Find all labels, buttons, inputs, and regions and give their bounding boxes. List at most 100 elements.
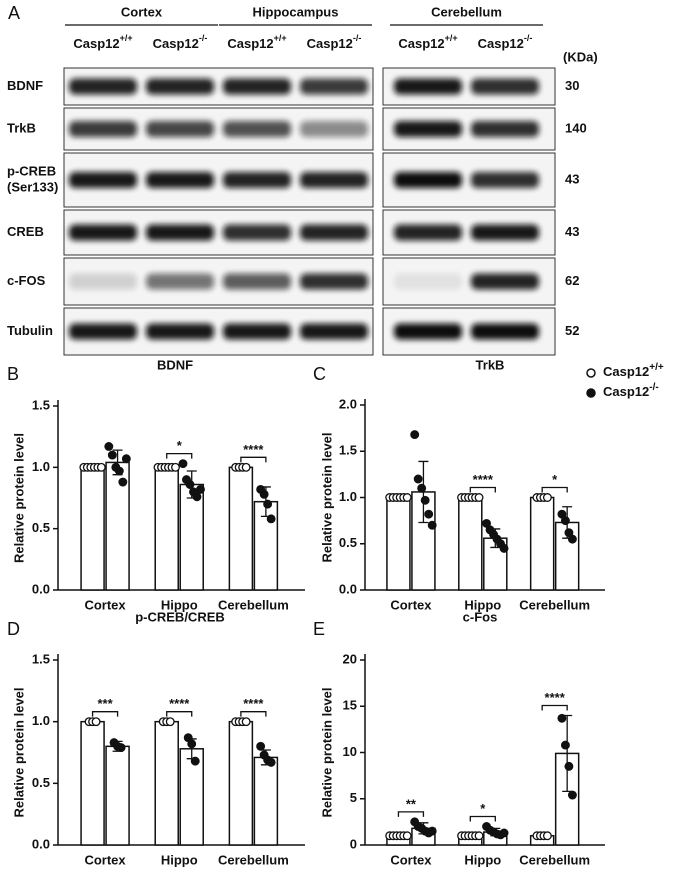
x-tick-label: Cerebellum xyxy=(519,852,590,867)
data-point xyxy=(266,514,276,524)
data-point xyxy=(114,466,124,476)
data-point xyxy=(474,831,484,841)
x-tick-label: Cortex xyxy=(390,852,432,867)
data-point xyxy=(96,462,106,472)
y-tick-label: 0.0 xyxy=(32,581,50,596)
band xyxy=(471,121,539,137)
y-tick-label: 0.5 xyxy=(339,535,357,550)
sig-label: **** xyxy=(243,442,264,457)
bar xyxy=(253,756,279,846)
data-point xyxy=(402,831,412,841)
row-label: Tubulin xyxy=(7,323,53,338)
band xyxy=(223,172,291,188)
x-tick-label: Cortex xyxy=(390,597,432,612)
band xyxy=(471,273,539,290)
bar xyxy=(80,466,105,591)
band xyxy=(146,78,214,95)
x-tick-label: Cortex xyxy=(84,852,126,867)
band xyxy=(300,121,368,137)
band xyxy=(300,78,368,95)
group-label: Cerebellum xyxy=(431,4,502,19)
y-axis-label: Relative protein level xyxy=(319,432,334,562)
band xyxy=(146,224,214,241)
bar xyxy=(154,466,179,591)
lane-sup: -/- xyxy=(353,33,362,43)
data-point xyxy=(259,489,269,499)
band xyxy=(471,224,539,241)
band xyxy=(69,172,137,188)
row-label: TrkB xyxy=(7,120,36,135)
band xyxy=(223,121,291,137)
legend-text: Casp12 xyxy=(603,364,649,379)
bar xyxy=(105,745,130,846)
data-point xyxy=(263,499,273,509)
lane-text: Casp12 xyxy=(227,36,273,51)
y-tick-label: 1.5 xyxy=(339,443,357,458)
panel-letter: C xyxy=(313,364,326,384)
data-point xyxy=(417,483,427,493)
band xyxy=(69,121,137,137)
data-point xyxy=(413,474,423,484)
data-point xyxy=(171,462,180,472)
band xyxy=(223,78,291,95)
sig-label: **** xyxy=(243,696,264,711)
kda-label: 43 xyxy=(565,171,579,186)
data-point xyxy=(567,790,577,800)
data-point xyxy=(192,492,202,502)
data-point xyxy=(190,756,200,766)
sig-bracket xyxy=(91,711,119,717)
sig-bracket xyxy=(541,486,568,493)
data-point xyxy=(187,739,197,749)
unit-label: (KDa) xyxy=(563,49,598,64)
y-tick-label: 20 xyxy=(343,651,357,666)
x-tick-label: Hippo xyxy=(161,852,198,867)
lane-text: Casp12 xyxy=(478,36,524,51)
sig-bracket xyxy=(166,453,193,459)
bar xyxy=(80,720,105,846)
sig-bracket xyxy=(240,456,267,463)
data-point xyxy=(196,484,205,494)
data-point xyxy=(427,520,437,530)
sig-bracket xyxy=(240,711,267,717)
band xyxy=(394,78,462,95)
group-label: Hippocampus xyxy=(253,4,339,19)
band xyxy=(300,273,368,290)
y-axis-label: Relative protein level xyxy=(11,433,26,563)
lane-sup: +/+ xyxy=(445,33,458,43)
data-point xyxy=(241,717,251,727)
band xyxy=(394,273,462,290)
y-tick-label: 1.5 xyxy=(32,397,50,412)
data-point xyxy=(557,713,567,723)
lane-sup: +/+ xyxy=(120,33,133,43)
data-point xyxy=(402,493,412,502)
legend-sup: -/- xyxy=(649,382,658,393)
lane-sup: +/+ xyxy=(274,33,287,43)
band xyxy=(471,323,539,340)
y-tick-label: 1.0 xyxy=(32,459,50,474)
y-tick-label: 1.0 xyxy=(32,713,50,728)
band xyxy=(223,323,291,340)
legend-sup: +/+ xyxy=(649,362,664,373)
panel-letter: A xyxy=(8,3,20,23)
kda-label: 62 xyxy=(565,273,579,288)
x-tick-label: Hippo xyxy=(464,597,501,612)
sig-bracket xyxy=(469,486,496,493)
data-point xyxy=(118,477,128,487)
bar xyxy=(228,720,254,846)
band xyxy=(146,121,214,137)
kda-label: 43 xyxy=(565,224,579,239)
band xyxy=(394,224,462,241)
band xyxy=(69,323,137,340)
kda-label: 140 xyxy=(565,120,587,135)
data-point xyxy=(116,743,126,753)
panel-letter: D xyxy=(7,619,20,639)
legend-marker xyxy=(586,368,596,378)
lane-label: Casp12+/+ xyxy=(227,33,286,51)
y-tick-label: 5 xyxy=(350,790,357,805)
y-tick-label: 0.5 xyxy=(32,775,50,790)
data-point xyxy=(185,480,195,489)
band xyxy=(223,273,291,290)
x-tick-label: Hippo xyxy=(161,597,198,612)
panel-letter: E xyxy=(313,619,325,639)
